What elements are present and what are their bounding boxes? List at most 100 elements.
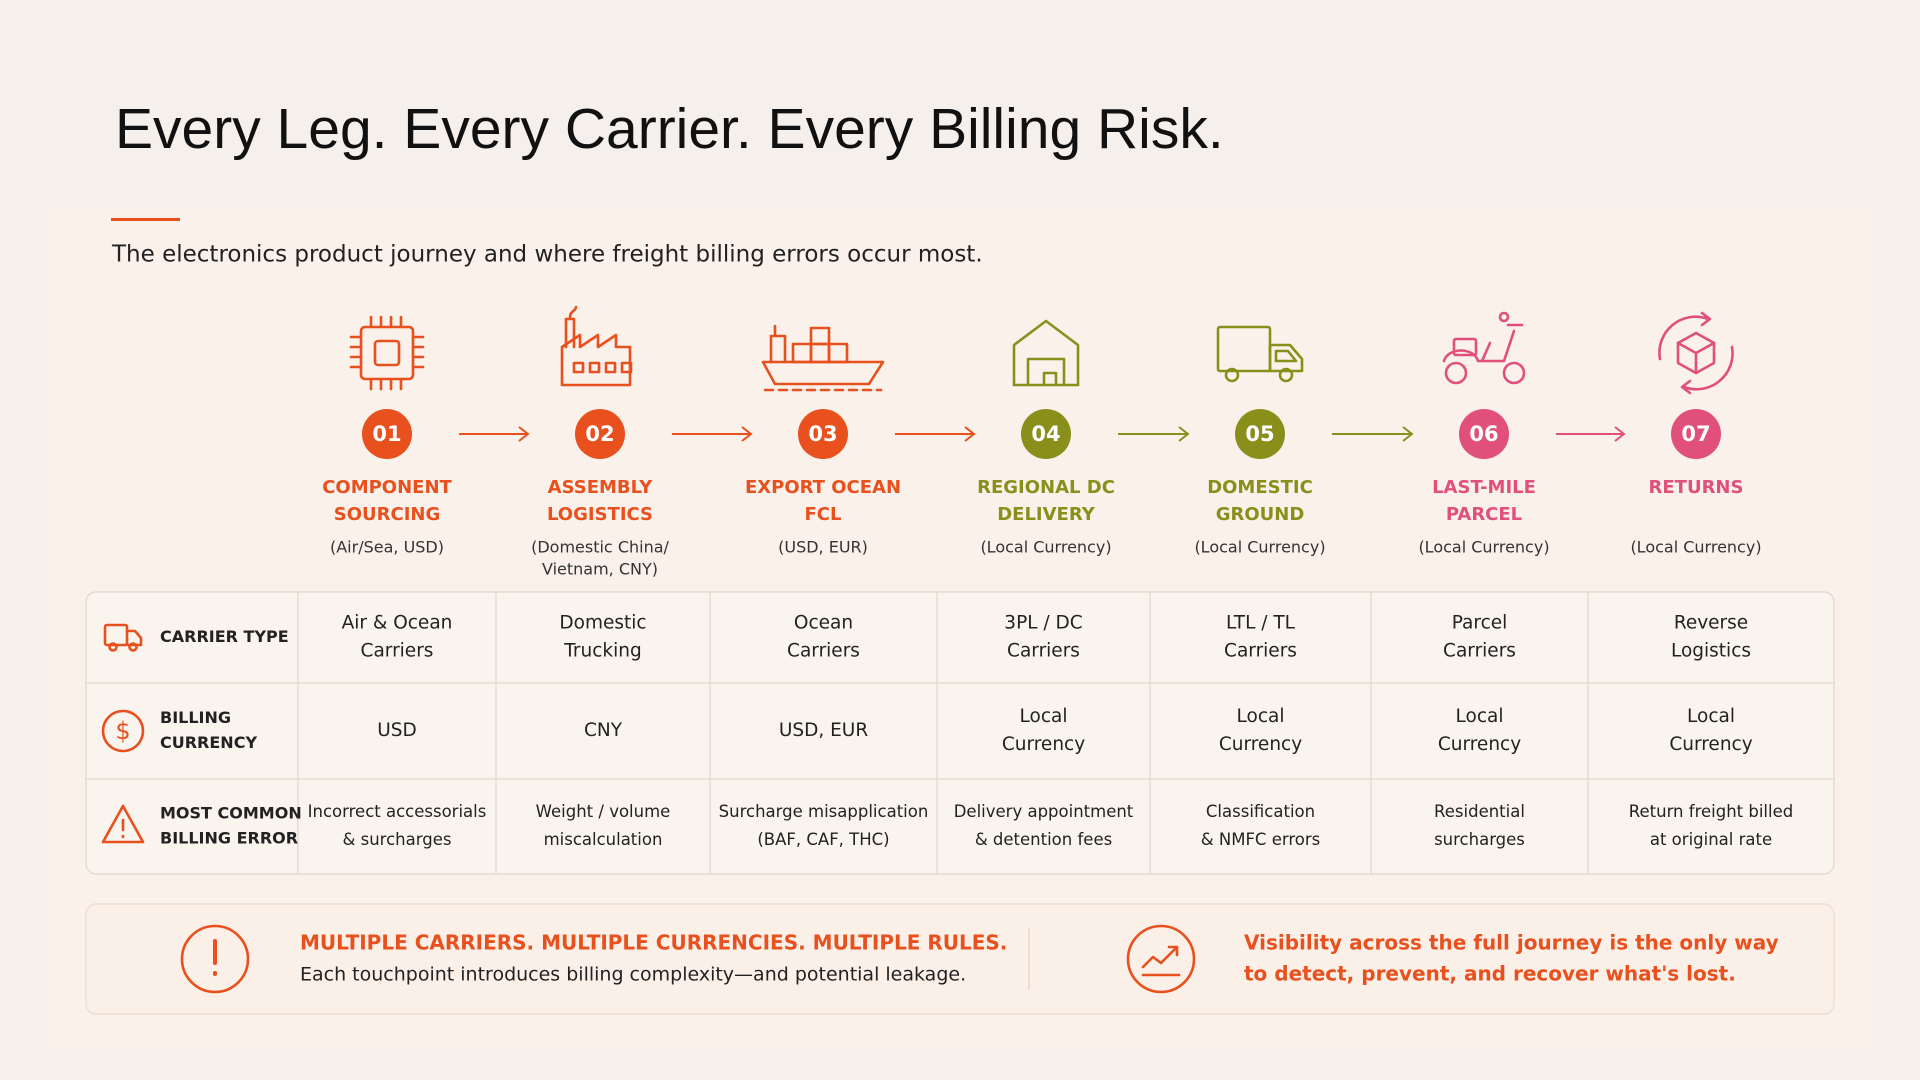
step-detail: (Domestic China/ [531,538,669,557]
step-name: DELIVERY [997,504,1096,525]
warning-row-icon [101,804,145,844]
currency-row-icon: $ [101,709,145,753]
table-cell: Local [1687,706,1735,727]
footer-box [85,903,1835,1015]
table-cell: Weight / volume [536,802,671,821]
svg-text:$: $ [115,717,130,745]
table-cell: Carriers [361,641,434,662]
table-cell: Currency [1669,734,1752,755]
step-name: EXPORT OCEAN [745,477,901,498]
step-badge [1021,409,1071,459]
warehouse-icon [1012,319,1080,387]
flow-arrowhead [1614,426,1626,442]
table-cell: USD, EUR [779,720,869,741]
table-cell: Classification [1206,802,1315,821]
table-cell: Currency [1438,734,1521,755]
step-name: COMPONENT [322,477,452,498]
table-cell: Return freight billed [1629,802,1793,821]
table-cell: Local [1237,706,1285,727]
step-number: 02 [585,422,614,446]
step-badge [1459,409,1509,459]
step-number: 05 [1245,422,1274,446]
step-number: 06 [1469,422,1498,446]
ship-icon [761,324,885,392]
table-cell: Carriers [1224,641,1297,662]
table-cell: Reverse [1674,613,1748,634]
table-cell: LTL / TL [1226,613,1296,634]
table-cell: miscalculation [544,830,663,849]
table-cell: Ocean [794,613,853,634]
step-detail: (Local Currency) [980,538,1111,557]
table-cell: surcharges [1434,830,1525,849]
step-name: LAST-MILE [1432,477,1536,498]
alert-icon [180,924,250,994]
row-label: MOST COMMON [160,804,302,823]
step-name: SOURCING [334,504,441,525]
footer-text: Each touchpoint introduces billing compl… [300,964,966,986]
table-cell: Local [1456,706,1504,727]
table-cell: at original rate [1650,830,1772,849]
step-name: REGIONAL DC [977,477,1115,498]
table-cell: CNY [584,720,623,741]
step-badge [575,409,625,459]
truck-row-icon [103,623,143,652]
table-cell: Carriers [1443,641,1516,662]
table-cell: USD [377,720,417,741]
step-detail: (Air/Sea, USD) [330,538,444,557]
scooter-icon [1442,311,1526,385]
flow-arrowhead [1402,426,1414,442]
step-name: GROUND [1216,504,1305,525]
row-label: CARRIER TYPE [160,627,289,646]
step-name: ASSEMBLY [548,477,654,498]
table-cell: Parcel [1452,613,1508,634]
row-label: BILLING [160,708,231,727]
footer-message: to detect, prevent, and recover what's l… [1244,962,1736,986]
row-label: CURRENCY [160,733,257,752]
title-rule [111,218,180,221]
table-cell: Delivery appointment [954,802,1134,821]
table-cell: Residential [1434,802,1525,821]
step-name: FCL [805,504,842,525]
table-cell: Trucking [563,641,641,662]
table-cell: Currency [1002,734,1085,755]
step-badge [1671,409,1721,459]
step-number: 07 [1681,422,1710,446]
truck-icon [1216,325,1304,383]
step-detail: (USD, EUR) [778,538,868,557]
step-name: LOGISTICS [547,504,653,525]
title: Every Leg. Every Carrier. Every Billing … [115,97,1224,161]
table-frame [85,591,1835,875]
table-cell: (BAF, CAF, THC) [757,830,889,849]
step-number: 03 [808,422,837,446]
table-cell: Currency [1219,734,1302,755]
step-badge [362,409,412,459]
step-badge [1235,409,1285,459]
trend-icon [1126,924,1196,994]
step-detail: (Local Currency) [1194,538,1325,557]
table-cell: & NMFC errors [1201,830,1321,849]
table-cell: & surcharges [343,830,452,849]
footer-headline: MULTIPLE CARRIERS. MULTIPLE CURRENCIES. … [300,931,1007,955]
step-badge [798,409,848,459]
table-cell: Domestic [559,613,646,634]
table-cell: Logistics [1671,641,1751,662]
table-cell: Air & Ocean [342,613,453,634]
flow-arrowhead [1178,426,1190,442]
step-name: RETURNS [1649,477,1744,498]
step-name: PARCEL [1446,504,1522,525]
table: CARRIER TYPE Air & Ocean Carriers Domestic T… [86,592,1834,874]
row-label: BILLING ERROR [160,829,298,848]
footer-message: Visibility across the full journey is th… [1244,931,1779,955]
step-name: DOMESTIC [1207,477,1313,498]
flow-arrowhead [964,426,976,442]
flow-arrowhead [518,426,530,442]
chip-icon [349,315,425,391]
step-detail: Vietnam, CNY) [542,560,658,579]
table-cell: & detention fees [975,830,1112,849]
table-cell: Carriers [787,641,860,662]
step-detail: (Local Currency) [1418,538,1549,557]
table-cell: 3PL / DC [1004,613,1082,634]
table-cell: Carriers [1007,641,1080,662]
factory-icon [560,305,633,387]
